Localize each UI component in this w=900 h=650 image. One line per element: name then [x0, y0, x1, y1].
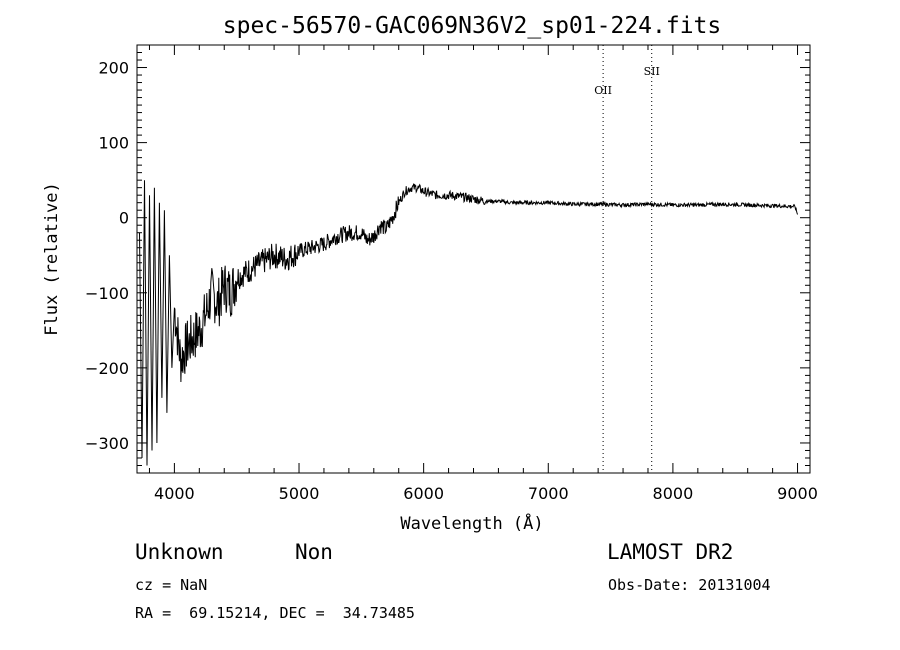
- annotation-label-sii: SII: [644, 65, 660, 78]
- x-tick-label-5000: 5000: [279, 484, 320, 503]
- chart-title: spec-56570-GAC069N36V2_sp01-224.fits: [223, 13, 722, 39]
- emission-line-markers: OII SII: [594, 45, 660, 473]
- annotation-label-oii: OII: [594, 84, 612, 97]
- y-tick-label--300: −300: [85, 434, 129, 453]
- sky-coordinates: RA = 69.15214, DEC = 34.73485: [135, 604, 415, 622]
- redshift-cz: cz = NaN: [135, 576, 208, 594]
- x-tick-label-6000: 6000: [403, 484, 444, 503]
- observation-date: Obs-Date: 20131004: [608, 576, 771, 594]
- y-tick-label-100: 100: [98, 134, 129, 153]
- x-tick-label-7000: 7000: [528, 484, 569, 503]
- y-tick-label-0: 0: [119, 209, 129, 228]
- x-axis-label: Wavelength (Å): [400, 512, 543, 534]
- y-tick-label--100: −100: [85, 284, 129, 303]
- series-line-flux: [139, 180, 798, 466]
- x-tick-label-8000: 8000: [653, 484, 694, 503]
- y-axis-label: Flux (relative): [42, 182, 62, 336]
- axis-ticks: 4000 5000 6000 7000 8000 9000 −300 −200 −100 0 100…: [85, 44, 818, 503]
- object-class: Unknown: [135, 540, 224, 564]
- x-tick-label-9000: 9000: [777, 484, 818, 503]
- plot-frame: [136, 44, 811, 474]
- survey-name: LAMOST DR2: [607, 540, 734, 564]
- y-tick-label--200: −200: [85, 359, 129, 378]
- y-tick-label-200: 200: [98, 59, 129, 78]
- object-subclass: Non: [295, 540, 333, 564]
- x-tick-label-4000: 4000: [154, 484, 195, 503]
